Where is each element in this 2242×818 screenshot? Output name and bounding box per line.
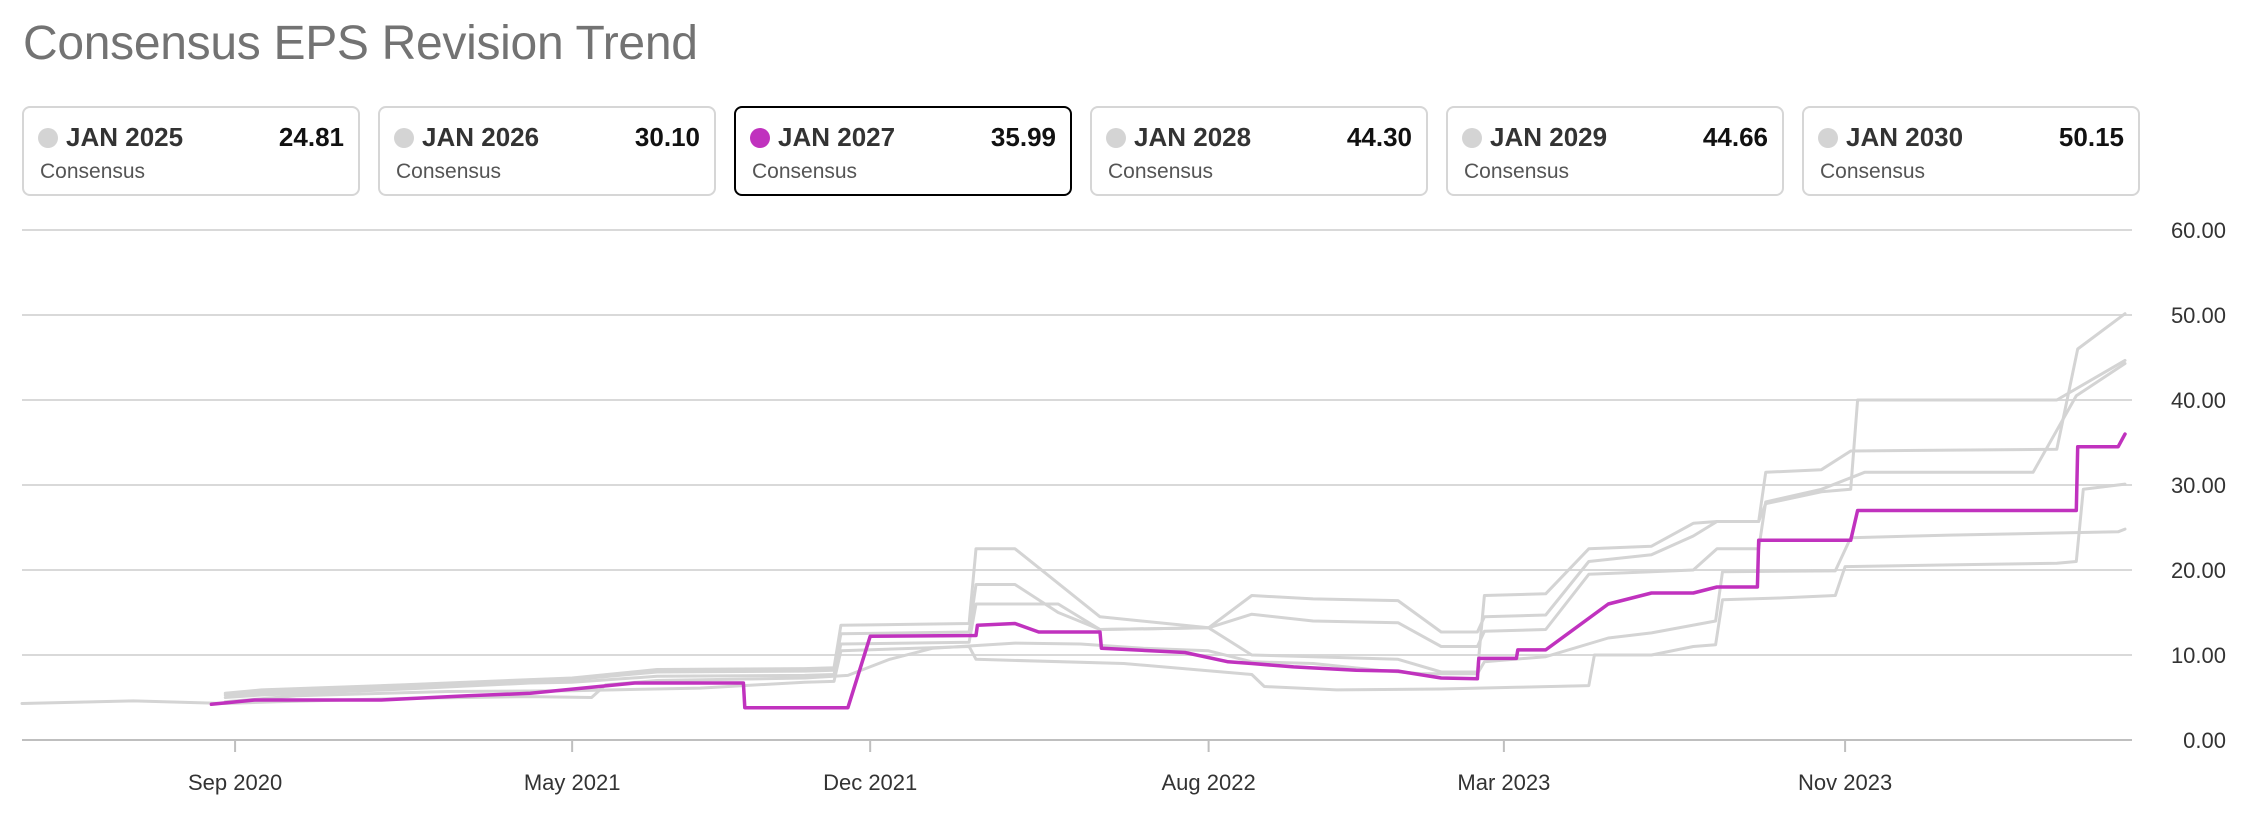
- series-card-name: JAN 2026: [422, 122, 540, 152]
- series-color-dot-icon: [38, 128, 58, 148]
- x-tick-label: Dec 2021: [823, 770, 917, 795]
- series-card-jan-2030[interactable]: JAN 2030 50.15 Consensus: [1802, 106, 2140, 196]
- series-card-jan-2029[interactable]: JAN 2029 44.66 Consensus: [1446, 106, 1784, 196]
- series-card-value: 30.10: [634, 122, 700, 152]
- series-color-dot-icon: [1106, 128, 1126, 148]
- series-card-name: JAN 2027: [778, 122, 896, 152]
- x-tick-label: Sep 2020: [188, 770, 282, 795]
- page-title: Consensus EPS Revision Trend: [23, 17, 698, 70]
- y-tick-label: 30.00: [2171, 473, 2226, 498]
- x-axis-ticks: Sep 2020 May 2021 Dec 2021 Aug 2022 Mar 2023…: [188, 740, 1892, 795]
- gridlines: [22, 229, 2132, 741]
- series-card-subtitle: Consensus: [1464, 160, 1570, 183]
- series-line-jan-2026[interactable]: [223, 482, 2127, 704]
- series-card-name: JAN 2028: [1134, 122, 1252, 152]
- series-card-subtitle: Consensus: [1820, 160, 1926, 183]
- selected-series-line: [209, 432, 2127, 710]
- series-card-value: 44.30: [1346, 122, 1412, 152]
- y-tick-label: 20.00: [2171, 558, 2226, 583]
- series-card-value: 50.15: [2058, 122, 2124, 152]
- series-line-jan-2029[interactable]: [223, 358, 2127, 697]
- x-tick-label: Nov 2023: [1798, 770, 1892, 795]
- y-tick-label: 0.00: [2183, 728, 2226, 753]
- y-tick-label: 10.00: [2171, 643, 2226, 668]
- series-card-value: 24.81: [278, 122, 344, 152]
- series-line-jan-2030[interactable]: [223, 312, 2127, 695]
- series-card-value: 44.66: [1702, 122, 1768, 152]
- series-color-dot-icon: [750, 128, 770, 148]
- series-line-jan-2025[interactable]: [20, 527, 2127, 705]
- muted-series-lines: [20, 312, 2127, 705]
- series-color-dot-icon: [1818, 128, 1838, 148]
- series-card-subtitle: Consensus: [40, 160, 146, 183]
- x-tick-label: Mar 2023: [1457, 770, 1550, 795]
- series-card-subtitle: Consensus: [1108, 160, 1214, 183]
- series-line-jan-2027[interactable]: [209, 432, 2127, 710]
- series-card-jan-2026[interactable]: JAN 2026 30.10 Consensus: [378, 106, 716, 196]
- series-card-jan-2027[interactable]: JAN 2027 35.99 Consensus: [734, 106, 1072, 196]
- series-color-dot-icon: [394, 128, 414, 148]
- y-tick-label: 60.00: [2171, 218, 2226, 243]
- series-line-jan-2028[interactable]: [223, 362, 2127, 699]
- y-tick-label: 40.00: [2171, 388, 2226, 413]
- series-color-dot-icon: [1462, 128, 1482, 148]
- y-tick-label: 50.00: [2171, 303, 2226, 328]
- series-card-subtitle: Consensus: [752, 160, 858, 183]
- y-axis-ticks: 0.00 10.00 20.00 30.00 40.00 50.00 60.00: [2171, 218, 2226, 753]
- x-tick-label: May 2021: [524, 770, 621, 795]
- series-card-name: JAN 2025: [66, 122, 184, 152]
- series-card-subtitle: Consensus: [396, 160, 502, 183]
- series-card-jan-2028[interactable]: JAN 2028 44.30 Consensus: [1090, 106, 1428, 196]
- series-card-name: JAN 2030: [1846, 122, 1964, 152]
- x-tick-label: Aug 2022: [1162, 770, 1256, 795]
- series-card-jan-2025[interactable]: JAN 2025 24.81 Consensus: [22, 106, 360, 196]
- series-card-name: JAN 2029: [1490, 122, 1608, 152]
- series-card-value: 35.99: [990, 122, 1056, 152]
